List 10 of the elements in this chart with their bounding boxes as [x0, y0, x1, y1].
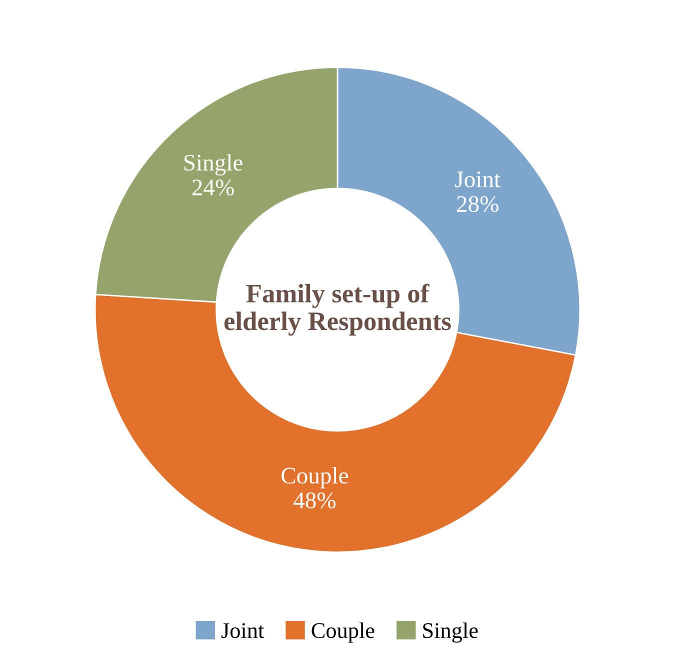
data-label: 24% — [192, 180, 234, 196]
slice-label: Couple — [282, 467, 348, 488]
legend-label: Single — [423, 622, 478, 643]
slice-label: Joint — [455, 171, 500, 188]
data-label: 48% — [294, 492, 336, 508]
text: Family set-up of elderly Respondents — [224, 284, 451, 336]
data-label: 28% — [456, 196, 498, 212]
legend-label: Couple — [312, 622, 374, 643]
legend-label: Joint — [221, 623, 264, 638]
slice-label: Single — [184, 154, 242, 176]
